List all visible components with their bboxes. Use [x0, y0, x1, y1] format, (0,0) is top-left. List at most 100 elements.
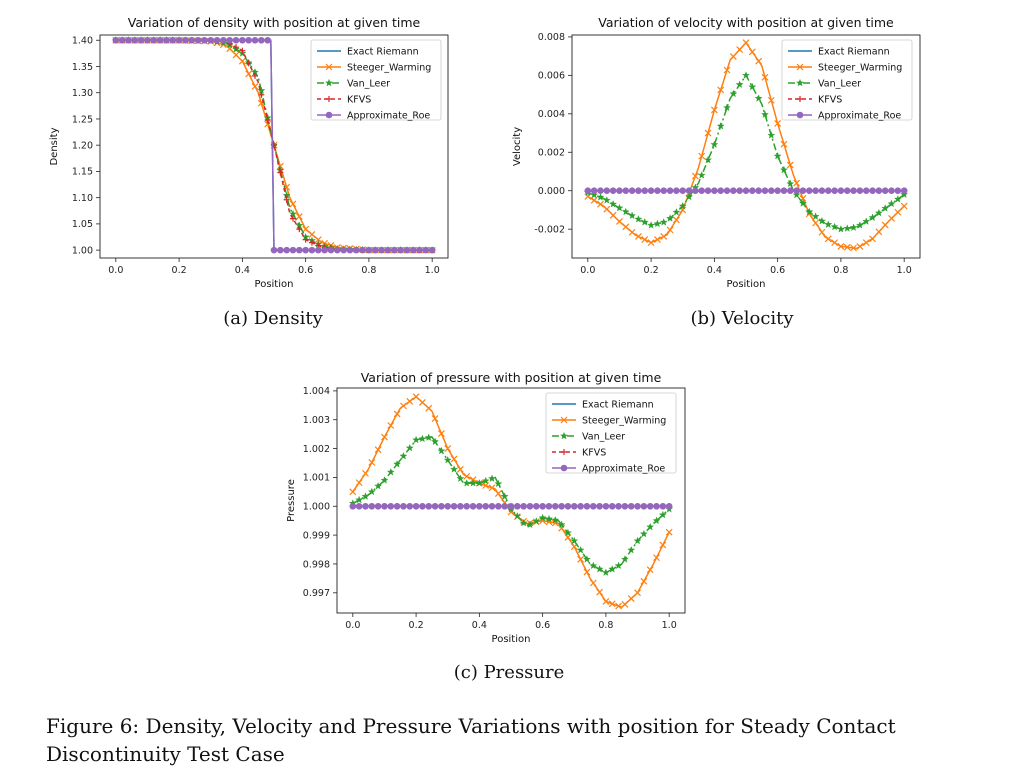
legend-label: KFVS: [347, 95, 371, 106]
data-point: [327, 246, 335, 254]
data-point: [754, 94, 763, 102]
data-point: [374, 502, 382, 510]
data-point: [296, 246, 303, 254]
pressure-chart: Variation of pressure with position at g…: [286, 370, 686, 645]
data-point: [277, 169, 284, 176]
data-point: [400, 402, 407, 410]
data-point: [538, 513, 547, 522]
data-point: [843, 187, 851, 195]
y-tick-label: 0.997: [303, 588, 330, 599]
legend-label: KFVS: [818, 95, 842, 106]
y-tick-label: 1.15: [72, 167, 93, 178]
data-point: [526, 502, 534, 510]
x-axis-label: Position: [727, 279, 766, 290]
data-point: [314, 236, 322, 244]
legend: Exact Riemann Steeger_Warming Van_Leer KFVS…: [310, 39, 442, 122]
legend-label: Exact Riemann: [582, 400, 654, 411]
data-point: [488, 502, 496, 510]
data-point: [780, 140, 788, 148]
legend-label: Van_Leer: [347, 79, 390, 90]
data-point: [811, 212, 820, 220]
data-point: [387, 422, 395, 429]
data-point: [175, 36, 183, 44]
data-point: [393, 502, 401, 510]
data-point: [640, 577, 648, 585]
data-point: [513, 511, 522, 520]
data-point: [390, 246, 398, 254]
legend-marker: [560, 464, 568, 472]
data-point: [596, 193, 605, 201]
data-point: [582, 555, 591, 563]
data-point: [711, 187, 718, 195]
legend-box: [781, 39, 913, 121]
data-point: [615, 203, 624, 212]
data-point: [251, 36, 259, 44]
data-point: [597, 187, 604, 195]
data-point: [507, 502, 515, 510]
legend-marker: [325, 78, 333, 87]
data-point: [653, 554, 660, 562]
data-point: [755, 57, 763, 65]
data-point: [346, 246, 354, 254]
data-point: [251, 82, 259, 90]
data-point: [245, 70, 253, 78]
x-tick-label: 0.6: [535, 620, 550, 631]
data-point: [627, 545, 636, 554]
y-tick-label: 0.008: [538, 32, 565, 43]
data-point: [425, 404, 433, 412]
data-point: [514, 502, 521, 510]
data-point: [608, 502, 616, 510]
data-point: [232, 51, 240, 59]
x-tick-label: 0.4: [472, 620, 487, 631]
data-point: [786, 161, 794, 169]
data-point: [557, 520, 566, 529]
data-point: [717, 187, 724, 195]
data-point: [194, 36, 202, 44]
data-point: [519, 518, 528, 527]
x-tick-label: 1.0: [897, 265, 912, 276]
data-point: [507, 508, 515, 516]
data-point: [393, 410, 401, 418]
data-point: [742, 71, 750, 79]
data-point: [500, 492, 509, 500]
velocity-chart: Variation of velocity with position at g…: [512, 15, 921, 290]
x-tick-label: 0.0: [580, 265, 595, 276]
data-point: [424, 433, 433, 441]
data-point: [685, 192, 694, 201]
data-point: [691, 172, 699, 180]
data-point: [742, 39, 750, 47]
data-point: [622, 187, 630, 195]
data-point: [207, 36, 215, 44]
y-tick-label: 0.998: [303, 559, 330, 570]
data-point: [780, 187, 788, 195]
legend-label: KFVS: [582, 448, 606, 459]
data-point: [403, 246, 411, 254]
data-point: [583, 568, 591, 576]
data-point: [660, 233, 668, 240]
data-point: [742, 187, 750, 195]
legend: Exact Riemann Steeger_Warming Van_Leer KFVS…: [781, 39, 913, 122]
legend-label: Steeger_Warming: [582, 416, 666, 427]
data-point: [862, 217, 871, 225]
y-axis-label: Velocity: [512, 127, 523, 166]
y-tick-label: 1.30: [72, 88, 93, 99]
x-axis-label: Position: [492, 634, 531, 645]
data-point: [888, 214, 895, 222]
data-point: [641, 236, 649, 243]
data-point: [658, 510, 667, 519]
data-point: [818, 228, 826, 236]
data-point: [761, 187, 769, 195]
data-point: [622, 223, 630, 231]
y-tick-label: 0.004: [538, 109, 565, 120]
data-point: [609, 187, 617, 195]
data-point: [875, 228, 883, 236]
data-point: [422, 246, 430, 254]
y-tick-label: -0.002: [534, 224, 565, 235]
data-point: [736, 187, 743, 195]
data-point: [163, 36, 170, 44]
data-point: [431, 502, 439, 510]
x-tick-label: 0.2: [172, 265, 187, 276]
data-point: [730, 187, 737, 195]
data-point: [704, 155, 713, 164]
data-point: [666, 187, 674, 195]
